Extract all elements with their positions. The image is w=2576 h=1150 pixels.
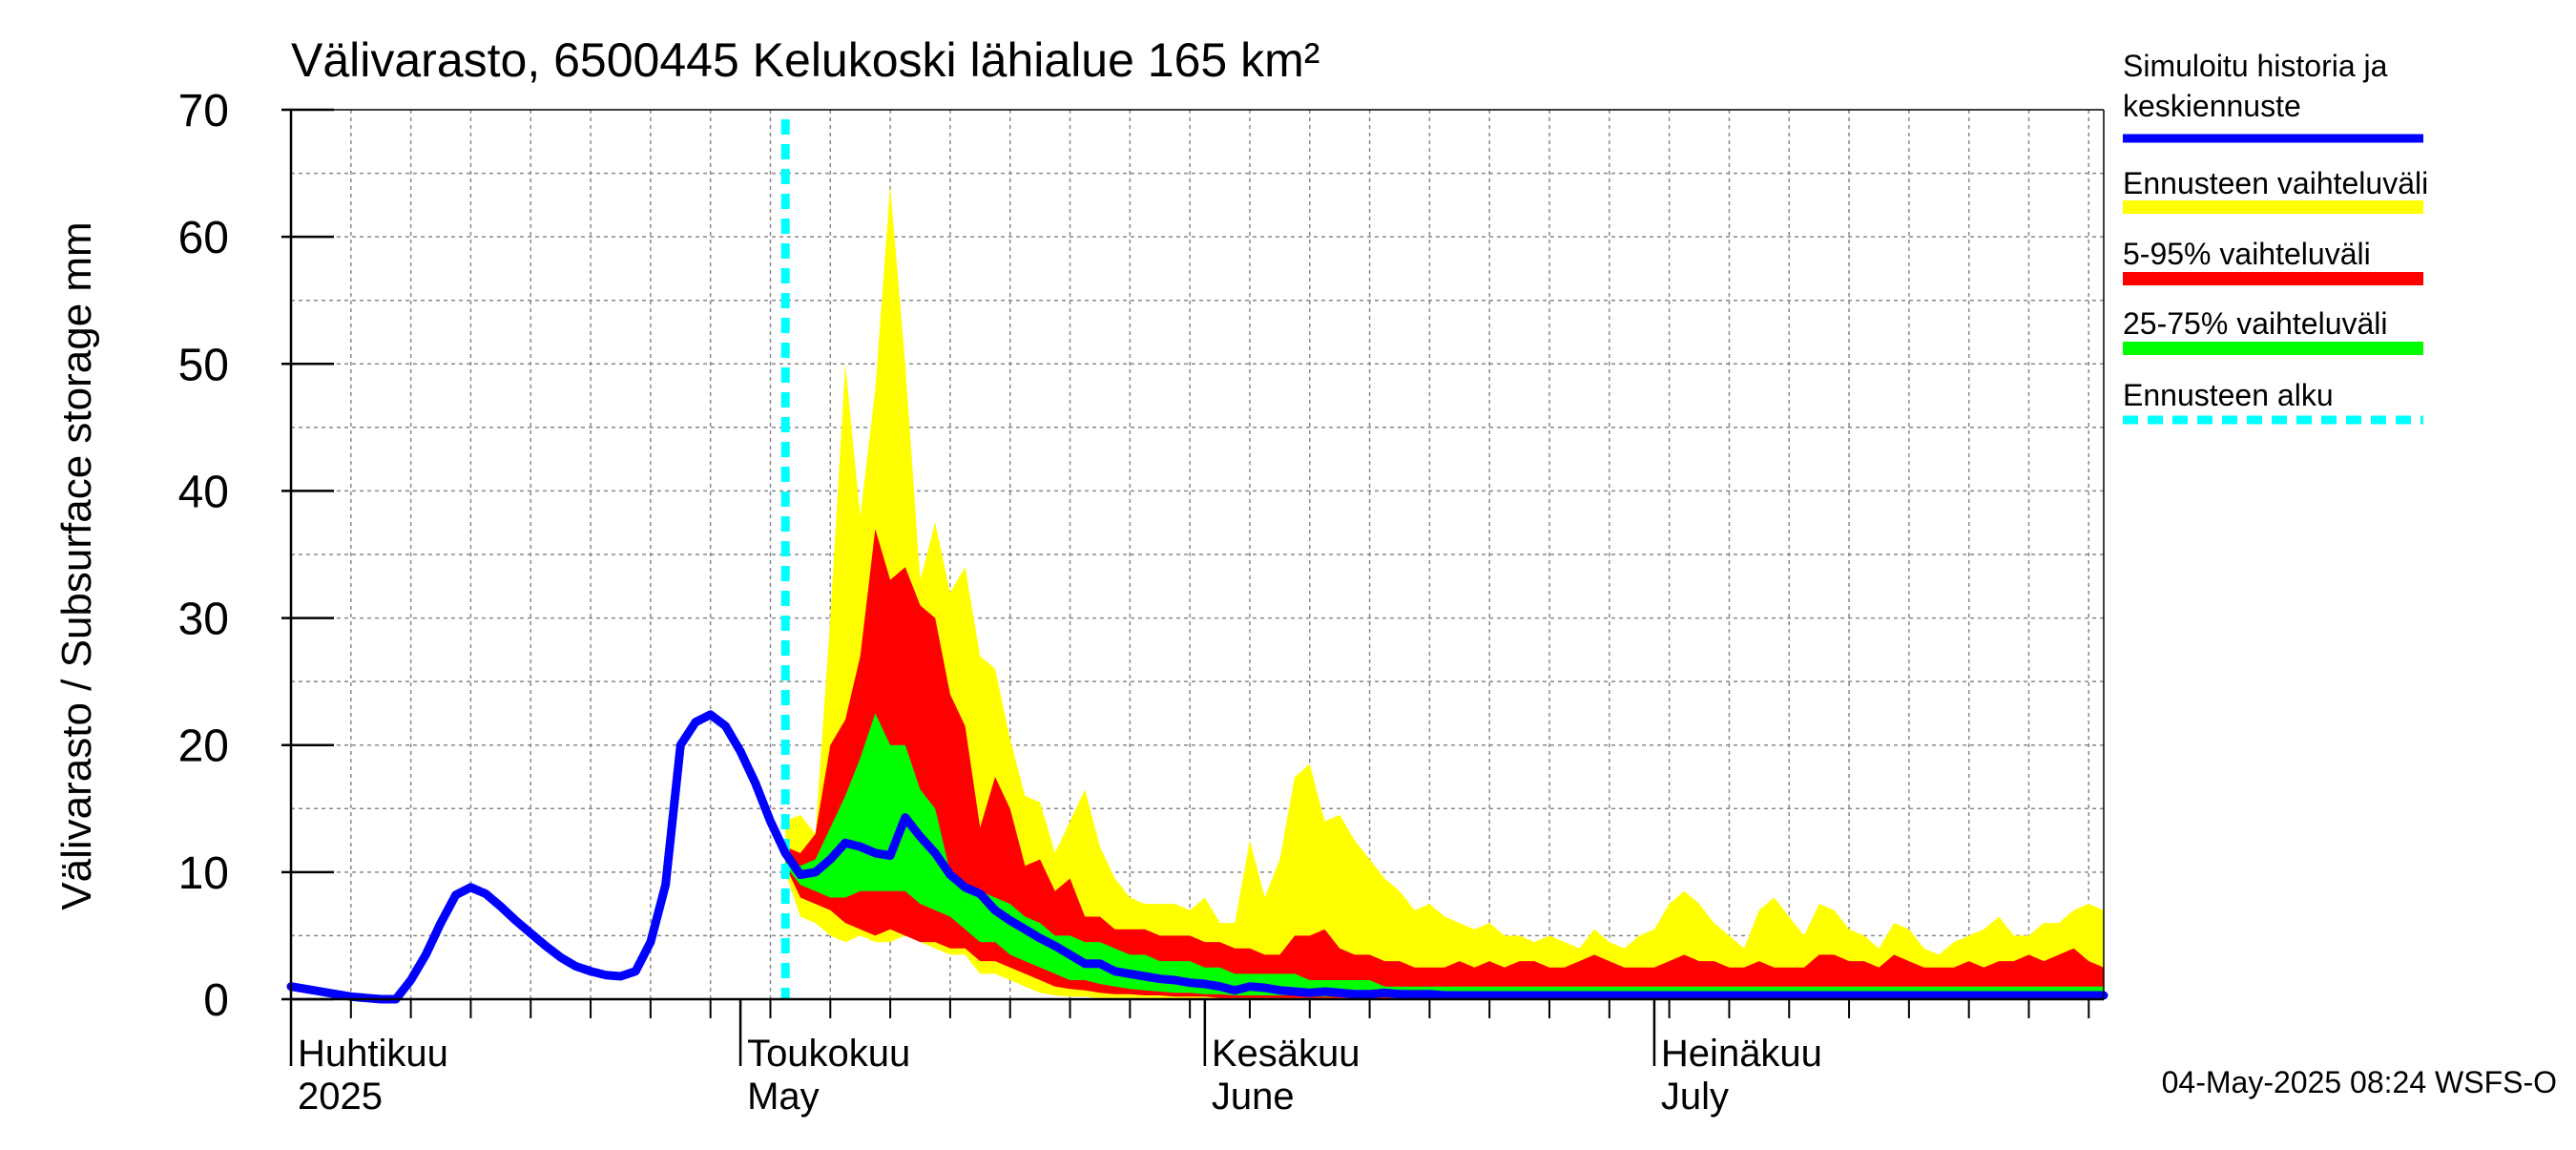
series-line-simulated-history bbox=[286, 710, 2109, 1004]
month-label-en: 2025 bbox=[298, 1076, 383, 1118]
legend-label: 5-95% vaihteluväli bbox=[2123, 237, 2371, 271]
legend-label: Ennusteen alku bbox=[2123, 378, 2334, 412]
month-label-fi: Heinäkuu bbox=[1661, 1033, 1822, 1075]
chart-title: Välivarasto, 6500445 Kelukoski lähialue … bbox=[291, 33, 1319, 87]
y-tick-label: 20 bbox=[178, 721, 229, 772]
y-tick-label: 30 bbox=[178, 595, 229, 645]
lines-layer bbox=[286, 119, 2109, 1004]
month-label-fi: Toukokuu bbox=[747, 1033, 910, 1075]
y-tick-label: 50 bbox=[178, 340, 229, 390]
legend: Simuloitu historia ja keskiennuste Ennuste… bbox=[2123, 49, 2428, 425]
month-label-en: May bbox=[747, 1076, 820, 1118]
y-axis-label: Välivarasto / Subsurface storage mm bbox=[53, 221, 100, 910]
month-label-en: June bbox=[1212, 1076, 1295, 1118]
y-tick-label: 10 bbox=[178, 848, 229, 899]
y-tick-label: 0 bbox=[203, 975, 229, 1026]
y-tick-label: 70 bbox=[178, 86, 229, 136]
legend-label: keskiennuste bbox=[2123, 89, 2301, 123]
legend-label: Simuloitu historia ja bbox=[2123, 49, 2388, 83]
month-label-fi: Kesäkuu bbox=[1212, 1033, 1361, 1075]
y-tick-label: 60 bbox=[178, 213, 229, 263]
month-label-en: July bbox=[1661, 1076, 1729, 1118]
legend-label: 25-75% vaihteluväli bbox=[2123, 306, 2388, 341]
month-label-fi: Huhtikuu bbox=[298, 1033, 448, 1075]
bands-layer bbox=[785, 185, 2105, 999]
footer-timestamp: 04-May-2025 08:24 WSFS-O bbox=[2162, 1065, 2557, 1099]
y-tick-label: 40 bbox=[178, 467, 229, 517]
legend-label: Ennusteen vaihteluväli bbox=[2123, 166, 2428, 200]
